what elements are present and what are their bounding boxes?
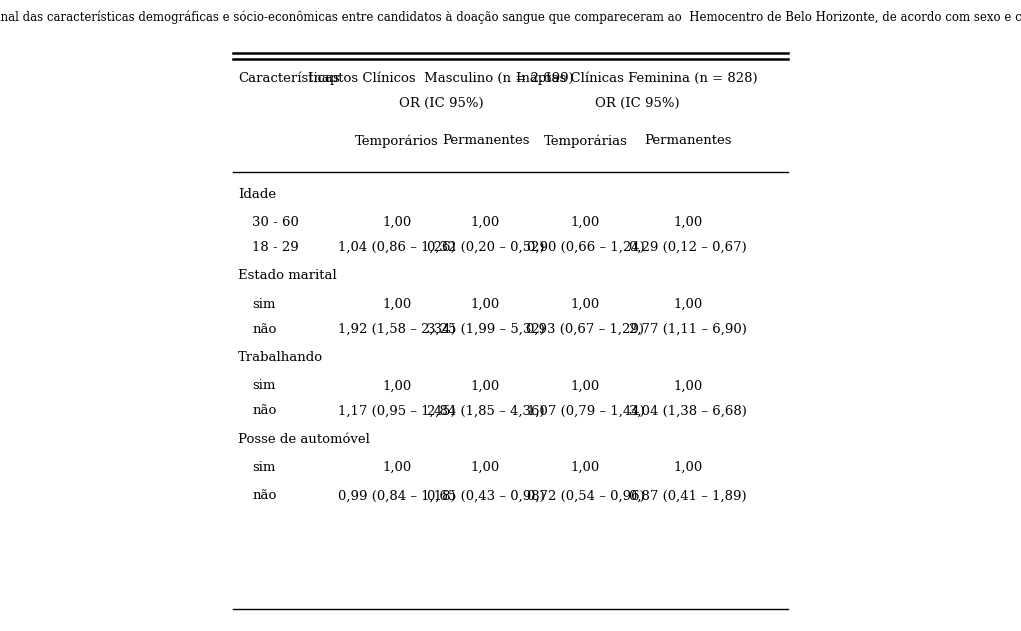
Text: 1,07 (0,79 – 1,44): 1,07 (0,79 – 1,44): [527, 404, 644, 418]
Text: sim: sim: [252, 298, 276, 310]
Text: 1,00: 1,00: [674, 298, 702, 310]
Text: 1,00: 1,00: [471, 298, 500, 310]
Text: 1,00: 1,00: [471, 216, 500, 229]
Text: 1,00: 1,00: [471, 379, 500, 392]
Text: 1,00: 1,00: [674, 216, 702, 229]
Text: não: não: [252, 489, 277, 502]
Text: 1,00: 1,00: [471, 461, 500, 474]
Text: 1,00: 1,00: [382, 298, 411, 310]
Text: 0,93 (0,67 – 1,29): 0,93 (0,67 – 1,29): [527, 323, 644, 336]
Text: 0,32 (0,20 – 0,52): 0,32 (0,20 – 0,52): [427, 241, 544, 254]
Text: sim: sim: [252, 461, 276, 474]
Text: Temporárias: Temporárias: [543, 134, 628, 148]
Text: Temporários: Temporários: [354, 134, 438, 148]
Text: Permanentes: Permanentes: [442, 134, 529, 148]
Text: 1,00: 1,00: [382, 216, 411, 229]
Text: 1,00: 1,00: [674, 379, 702, 392]
Text: não: não: [252, 323, 277, 336]
Text: OR (IC 95%): OR (IC 95%): [595, 97, 679, 110]
Text: não: não: [252, 404, 277, 418]
Text: Características: Características: [238, 71, 340, 85]
Text: 2,77 (1,11 – 6,90): 2,77 (1,11 – 6,90): [629, 323, 747, 336]
Text: 1,00: 1,00: [382, 461, 411, 474]
Text: 1,00: 1,00: [571, 379, 600, 392]
Text: 18 - 29: 18 - 29: [252, 241, 299, 254]
Text: 30 - 60: 30 - 60: [252, 216, 299, 229]
Text: 3,25 (1,99 – 5,32): 3,25 (1,99 – 5,32): [427, 323, 544, 336]
Text: 0,29 (0,12 – 0,67): 0,29 (0,12 – 0,67): [629, 241, 747, 254]
Text: Idade: Idade: [238, 188, 277, 201]
Text: 0,90 (0,66 – 1,24): 0,90 (0,66 – 1,24): [527, 241, 644, 254]
Text: 0,99 (0,84 – 1,18): 0,99 (0,84 – 1,18): [338, 489, 455, 502]
Text: 1,00: 1,00: [571, 461, 600, 474]
Text: Posse de automóvel: Posse de automóvel: [238, 433, 371, 445]
Text: 1,00: 1,00: [674, 461, 702, 474]
Text: Tabela 4 –Modelo final das características demográficas e sócio-econômicas entre: Tabela 4 –Modelo final das característic…: [0, 11, 1021, 25]
Text: 1,92 (1,58 – 2,34): 1,92 (1,58 – 2,34): [338, 323, 455, 336]
Text: Inaptos Clínicos  Masculino (n = 2.699): Inaptos Clínicos Masculino (n = 2.699): [308, 71, 574, 85]
Text: 2,84 (1,85 – 4,36): 2,84 (1,85 – 4,36): [427, 404, 544, 418]
Text: 1,00: 1,00: [571, 298, 600, 310]
Text: Permanentes: Permanentes: [644, 134, 732, 148]
Text: 1,00: 1,00: [571, 216, 600, 229]
Text: 0,87 (0,41 – 1,89): 0,87 (0,41 – 1,89): [630, 489, 747, 502]
Text: 1,17 (0,95 – 1,45): 1,17 (0,95 – 1,45): [338, 404, 455, 418]
Text: Inaptas Clínicas Feminina (n = 828): Inaptas Clínicas Feminina (n = 828): [517, 71, 758, 85]
Text: Trabalhando: Trabalhando: [238, 351, 324, 364]
Text: 1,04 (0,86 – 1,26): 1,04 (0,86 – 1,26): [338, 241, 455, 254]
Text: 0,65 (0,43 – 0,98): 0,65 (0,43 – 0,98): [427, 489, 544, 502]
Text: 1,00: 1,00: [382, 379, 411, 392]
Text: 3,04 (1,38 – 6,68): 3,04 (1,38 – 6,68): [629, 404, 747, 418]
Text: sim: sim: [252, 379, 276, 392]
Text: OR (IC 95%): OR (IC 95%): [399, 97, 483, 110]
Text: Estado marital: Estado marital: [238, 269, 337, 283]
Text: 0,72 (0,54 – 0,96): 0,72 (0,54 – 0,96): [527, 489, 644, 502]
